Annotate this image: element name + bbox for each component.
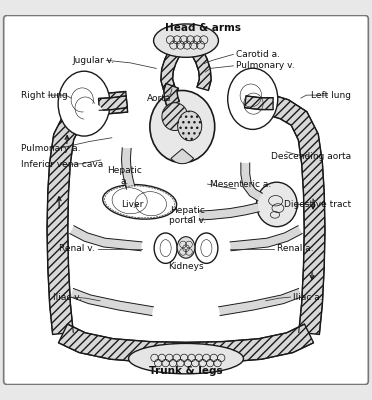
- Text: Iliac a.: Iliac a.: [294, 293, 323, 302]
- Text: Head & arms: Head & arms: [165, 24, 241, 34]
- Text: Iliac v.: Iliac v.: [52, 293, 81, 302]
- Polygon shape: [58, 324, 314, 363]
- Polygon shape: [70, 226, 142, 251]
- Polygon shape: [244, 96, 273, 110]
- Polygon shape: [70, 288, 153, 316]
- FancyBboxPatch shape: [4, 16, 368, 384]
- Text: Digestive tract: Digestive tract: [284, 200, 351, 209]
- Text: Descending aorta: Descending aorta: [271, 152, 351, 161]
- Polygon shape: [199, 203, 259, 220]
- Ellipse shape: [150, 90, 215, 163]
- Polygon shape: [164, 84, 179, 106]
- Text: Renal v.: Renal v.: [60, 244, 95, 254]
- Ellipse shape: [129, 344, 243, 374]
- Text: Mesenteric a.: Mesenteric a.: [210, 180, 271, 188]
- Text: Liver: Liver: [121, 200, 144, 209]
- Polygon shape: [230, 226, 302, 251]
- Ellipse shape: [154, 24, 218, 57]
- Ellipse shape: [228, 68, 278, 129]
- Text: Jugular v.: Jugular v.: [73, 56, 115, 65]
- Polygon shape: [241, 163, 262, 201]
- Text: Hepatic
a.: Hepatic a.: [108, 166, 142, 186]
- Ellipse shape: [103, 184, 177, 219]
- Text: Right lung: Right lung: [21, 91, 68, 100]
- Text: Inferior vena cava: Inferior vena cava: [21, 160, 103, 169]
- Text: Aorta: Aorta: [147, 94, 171, 103]
- Text: Hepatic
portal v.: Hepatic portal v.: [169, 206, 206, 225]
- Text: Left lung: Left lung: [311, 91, 351, 100]
- Ellipse shape: [195, 233, 218, 263]
- Polygon shape: [99, 96, 128, 110]
- Ellipse shape: [178, 111, 202, 141]
- Polygon shape: [193, 51, 211, 90]
- Wedge shape: [171, 149, 194, 164]
- Text: Carotid a.: Carotid a.: [236, 50, 280, 59]
- Polygon shape: [244, 92, 325, 334]
- Text: Pulmonary a.: Pulmonary a.: [21, 144, 81, 153]
- Ellipse shape: [256, 182, 297, 227]
- Text: Renal a.: Renal a.: [277, 244, 314, 254]
- Polygon shape: [219, 288, 302, 316]
- Ellipse shape: [58, 71, 110, 136]
- Polygon shape: [122, 148, 135, 188]
- Polygon shape: [161, 51, 179, 90]
- Text: Trunk & legs: Trunk & legs: [149, 366, 223, 376]
- Text: Kidneys: Kidneys: [168, 262, 204, 271]
- Text: Pulmonary v.: Pulmonary v.: [236, 61, 295, 70]
- Ellipse shape: [83, 104, 103, 126]
- Polygon shape: [47, 92, 128, 334]
- Ellipse shape: [154, 233, 177, 263]
- Ellipse shape: [162, 103, 188, 130]
- Ellipse shape: [177, 237, 195, 258]
